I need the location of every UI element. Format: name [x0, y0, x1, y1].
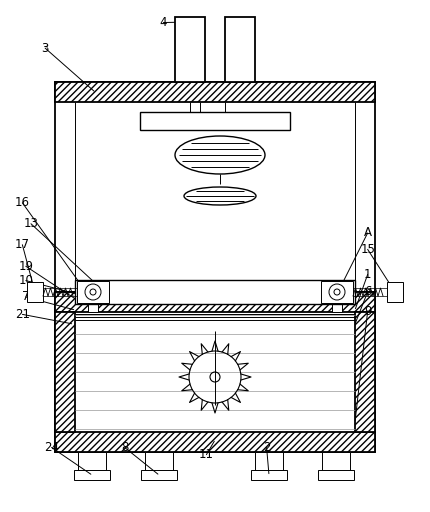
Bar: [225, 17, 255, 82]
Text: 13: 13: [24, 217, 38, 230]
Text: 15: 15: [360, 243, 375, 256]
Bar: [75, 280, 355, 304]
Bar: [145, 452, 173, 470]
Bar: [77, 281, 109, 303]
Bar: [175, 17, 205, 82]
Bar: [55, 82, 375, 102]
Bar: [140, 112, 290, 130]
Bar: [355, 312, 375, 432]
Bar: [318, 470, 354, 480]
Bar: [55, 432, 375, 452]
Bar: [255, 452, 283, 470]
Bar: [55, 82, 375, 292]
Text: 24: 24: [44, 441, 59, 454]
Bar: [88, 287, 98, 312]
Ellipse shape: [175, 136, 265, 174]
Bar: [322, 452, 350, 470]
Text: 6: 6: [364, 285, 372, 298]
Text: A: A: [364, 226, 372, 240]
Text: 11: 11: [199, 448, 214, 461]
Text: 5: 5: [237, 19, 245, 32]
Bar: [55, 312, 75, 432]
Text: 21: 21: [15, 308, 30, 321]
Bar: [141, 470, 177, 480]
Text: 16: 16: [15, 196, 30, 209]
Bar: [332, 287, 342, 312]
Text: 10: 10: [18, 274, 33, 287]
Bar: [55, 292, 375, 452]
Text: 3: 3: [41, 41, 49, 55]
Bar: [387, 282, 403, 302]
Bar: [74, 470, 110, 480]
Text: 8: 8: [121, 441, 129, 454]
Text: 1: 1: [364, 268, 372, 281]
Bar: [27, 282, 43, 302]
Text: 2: 2: [263, 441, 270, 454]
Bar: [321, 281, 353, 303]
Text: 9: 9: [364, 305, 372, 318]
Bar: [251, 470, 287, 480]
Text: 4: 4: [160, 16, 167, 29]
Ellipse shape: [184, 187, 256, 205]
Bar: [75, 312, 355, 432]
Text: 7: 7: [22, 290, 30, 304]
Bar: [78, 452, 106, 470]
Bar: [55, 292, 375, 312]
Text: 17: 17: [15, 238, 30, 251]
Text: 19: 19: [18, 260, 33, 273]
